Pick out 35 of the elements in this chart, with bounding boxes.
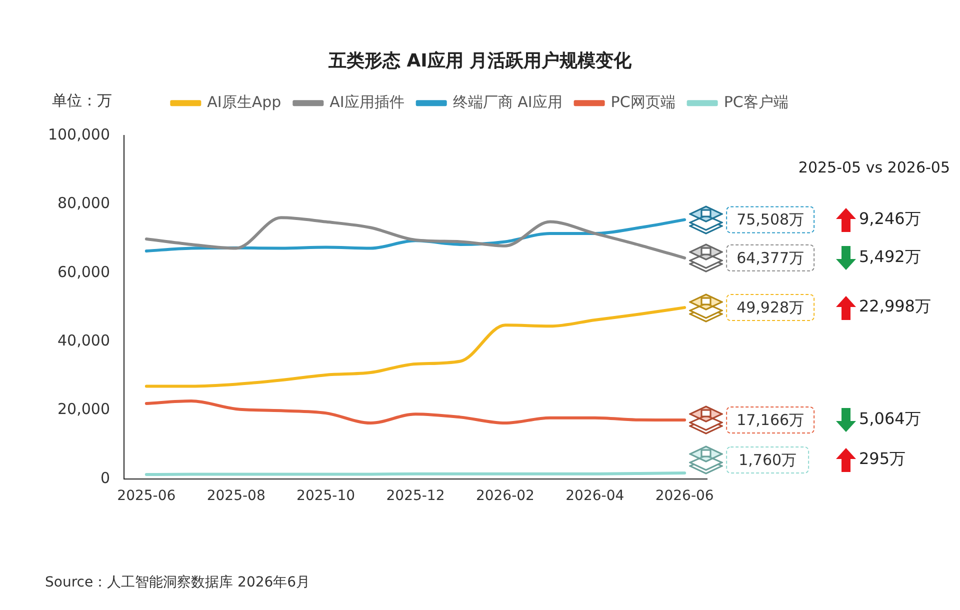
line-series (144, 216, 686, 260)
y-tick-label: 60,000 (58, 262, 110, 281)
x-tick-label: 2025-08 (206, 488, 266, 504)
x-tick-label: 2025-10 (296, 488, 356, 504)
y-tick-label: 100,000 (48, 125, 110, 144)
source-note: Source：人工智能洞察数据库 2026年6月 (45, 574, 310, 591)
text: 9,246万 (859, 208, 921, 228)
y-axis-title: 单位：万 (52, 91, 112, 110)
data-label: 49,928万 (736, 298, 804, 316)
x-tick-label: 2026-06 (655, 488, 714, 504)
data-label: 64,377万 (736, 248, 804, 267)
y-tick-label: 40,000 (58, 332, 110, 350)
line-series (144, 306, 686, 388)
legend-label: AI应用插件 (330, 92, 404, 111)
text: 2025-05 vs 2026-05 (798, 158, 950, 176)
chart-title: 五类形态 AI应用 月活跃用户规模变化 (327, 50, 633, 72)
legend-label: 终端厂商 AI应用 (452, 92, 562, 111)
y-tick-label: 20,000 (58, 400, 110, 418)
x-tick-label: 2026-04 (566, 488, 624, 504)
data-label: 75,508万 (736, 210, 804, 229)
data-label: 17,166万 (736, 410, 804, 429)
legend-label: AI原生App (207, 92, 282, 111)
x-tick-label: 2025-06 (117, 488, 176, 504)
legend-label: PC客户端 (724, 92, 788, 111)
line-series (144, 400, 686, 425)
legend-label: PC网页端 (610, 92, 676, 111)
text: 5,064万 (859, 409, 921, 428)
x-tick-label: 2026-02 (476, 488, 534, 504)
data-label: 1,760万 (738, 450, 797, 469)
text: 295万 (859, 449, 906, 468)
text: 5,492万 (859, 247, 921, 266)
text: 22,998万 (859, 296, 931, 316)
y-tick-label: 80,000 (58, 194, 110, 212)
y-tick-label: 0 (100, 468, 110, 487)
x-tick-label: 2025-12 (386, 488, 445, 504)
